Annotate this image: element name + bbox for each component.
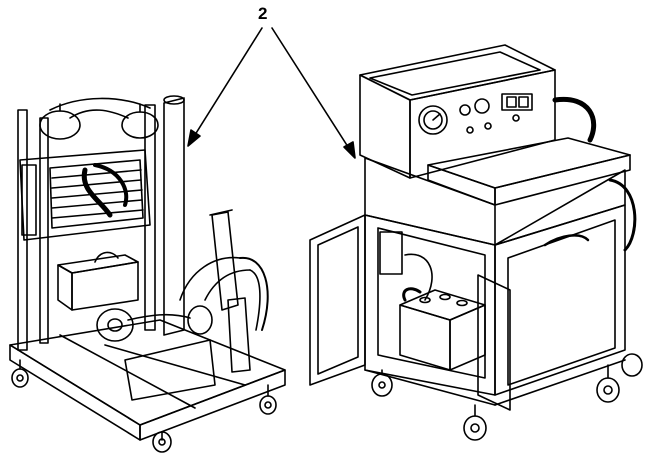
left-battery: [58, 252, 138, 310]
right-instrument-box: [360, 45, 555, 178]
right-open-door: [310, 215, 510, 410]
left-frame-posts: [18, 96, 184, 350]
leader-line-right: [272, 28, 350, 150]
right-test-cabinet: [310, 45, 642, 440]
left-base-side: [10, 345, 140, 440]
callout-number: 2: [258, 4, 268, 23]
right-work-tray: [428, 138, 630, 205]
right-battery: [400, 289, 485, 370]
right-casters: [365, 354, 642, 440]
left-pump-assembly: [97, 210, 268, 400]
left-radiator: [20, 150, 150, 240]
callout-leaders: [188, 28, 355, 158]
arrowhead-left: [188, 130, 200, 146]
leader-line-left: [193, 28, 262, 138]
right-cabinet-interior: [365, 215, 495, 395]
right-cabinet-body: [365, 158, 635, 395]
left-casters: [12, 360, 276, 452]
right-panel-cable: [555, 99, 594, 140]
arrowhead-right: [344, 142, 355, 158]
left-test-stand: [10, 96, 285, 452]
left-base-front: [140, 370, 285, 440]
left-base-frame: [10, 320, 285, 425]
left-top-tanks: [40, 98, 158, 139]
